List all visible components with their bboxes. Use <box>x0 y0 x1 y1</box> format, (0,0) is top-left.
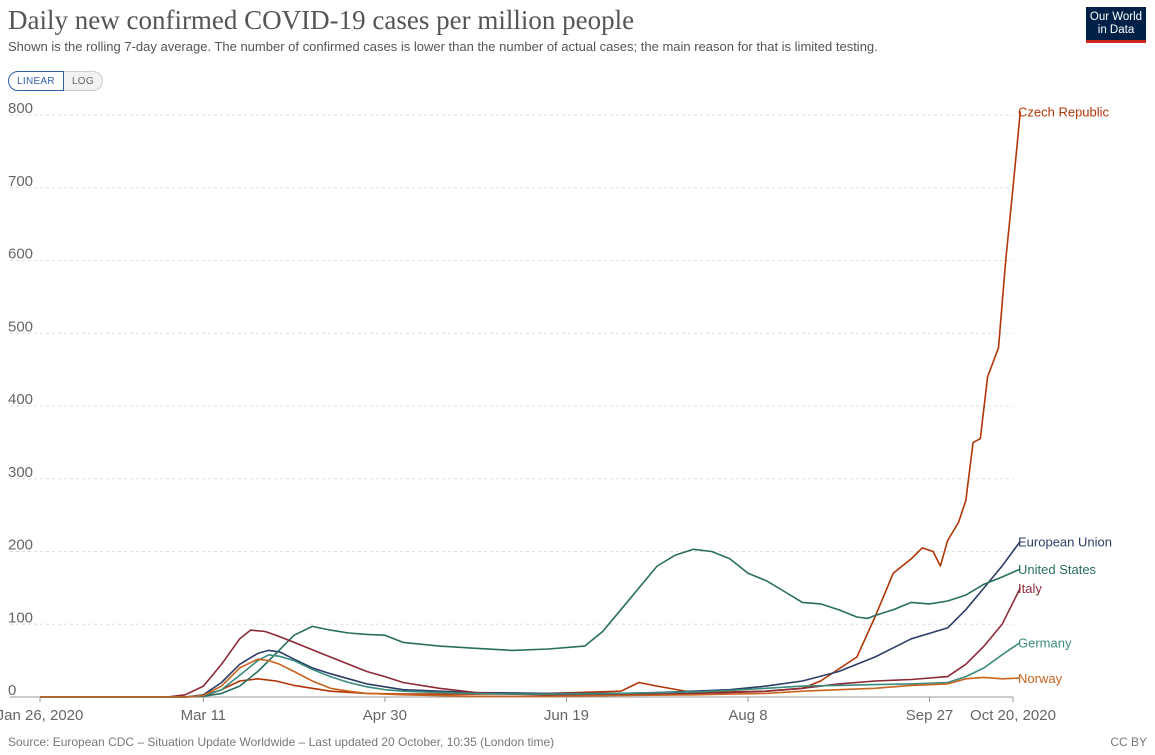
y-tick-label: 400 <box>8 391 33 408</box>
y-tick-label: 100 <box>8 609 33 626</box>
owid-logo[interactable]: Our World in Data <box>1086 7 1146 43</box>
label-layer: Czech Republic European Union United State… <box>1018 104 1112 686</box>
y-tick-label: 300 <box>8 464 33 481</box>
license-link[interactable]: CC BY <box>1110 735 1147 749</box>
y-tick-label: 0 <box>8 682 16 699</box>
y-tick-label: 700 <box>8 173 33 190</box>
series-label[interactable]: Germany <box>1018 635 1072 650</box>
series-line-united-states[interactable] <box>40 548 1021 698</box>
series-label[interactable]: European Union <box>1018 534 1112 549</box>
x-tick-label: Oct 20, 2020 <box>970 707 1056 724</box>
y-tick-label: 600 <box>8 246 33 263</box>
grid-layer <box>10 114 1013 698</box>
y-tick-label: 500 <box>8 318 33 335</box>
x-tick-label: Mar 11 <box>181 707 227 724</box>
chart-title: Daily new confirmed COVID-19 cases per m… <box>8 5 635 35</box>
series-label[interactable]: Italy <box>1018 581 1042 596</box>
series-label[interactable]: Norway <box>1018 671 1063 686</box>
series-line-czech-republic[interactable] <box>40 111 1022 698</box>
axis-layer: 0 100 200 300 400 500 600 700 800 Jan 26, 2020 Mar… <box>0 100 1056 724</box>
series-line-european-union[interactable] <box>40 540 1021 698</box>
series-label[interactable]: United States <box>1018 562 1097 577</box>
line-chart: 0 100 200 300 400 500 600 700 800 Jan 26, 2020 Mar… <box>0 100 1112 724</box>
log-scale-button[interactable]: LOG <box>63 71 103 91</box>
x-tick-label: Jun 19 <box>544 707 589 724</box>
logo-line-2: in Data <box>1097 24 1135 36</box>
logo-line-1: Our World <box>1089 11 1143 23</box>
y-tick-label: 200 <box>8 537 33 554</box>
series-label[interactable]: Czech Republic <box>1018 104 1110 119</box>
scale-toggle: LINEAR LOG <box>8 71 103 91</box>
y-tick-label: 800 <box>8 100 33 117</box>
series-line-italy[interactable] <box>40 587 1022 698</box>
series-layer <box>40 111 1022 698</box>
x-tick-label: Apr 30 <box>363 707 407 724</box>
x-tick-label: Sep 27 <box>906 707 954 724</box>
series-line-norway[interactable] <box>40 658 1021 698</box>
x-tick-label: Aug 8 <box>728 707 767 724</box>
chart-subtitle: Shown is the rolling 7-day average. The … <box>8 39 878 54</box>
x-tick-label: Jan 26, 2020 <box>0 707 83 724</box>
source-note[interactable]: Source: European CDC – Situation Update … <box>8 735 555 749</box>
linear-scale-button[interactable]: LINEAR <box>8 71 64 91</box>
